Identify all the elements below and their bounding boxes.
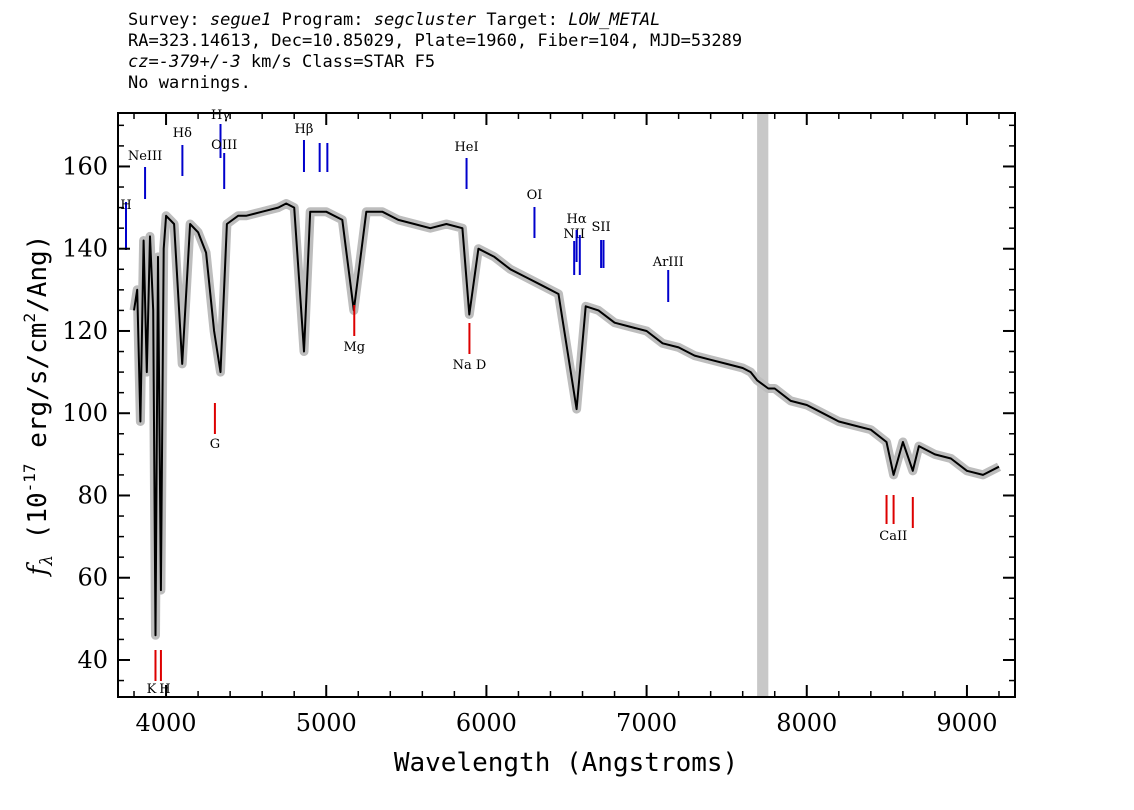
y-axis-title: fλ (10-17 erg/s/cm2/Ang): [20, 235, 57, 578]
spectrum-line: [133, 202, 1000, 637]
x-tick-label: 9000: [936, 709, 997, 737]
error-band: [129, 199, 1002, 640]
line-label-h: H: [159, 682, 170, 697]
y-tick-label: 100: [62, 399, 108, 427]
line-label-oi: OI: [527, 188, 543, 203]
cz-value: -379+/-3: [158, 52, 241, 72]
line-label-oiii: OIII: [211, 138, 237, 153]
x-tick-label: 4000: [136, 709, 197, 737]
target-value: LOW_METAL: [568, 10, 661, 30]
line-label-na-d: Na D: [453, 358, 487, 373]
header-line-3: cz=-379+/-3 km/s Class=STAR F5: [128, 52, 742, 73]
line-label-nii: NII: [563, 227, 585, 242]
header-line-4: No warnings.: [128, 73, 251, 93]
y-tick-label: 40: [77, 646, 108, 674]
line-label-mg: Mg: [343, 340, 365, 355]
program-label: Program:: [281, 10, 364, 30]
line-label-hei: HeI: [454, 140, 478, 155]
survey-label: Survey:: [128, 10, 200, 30]
line-label-g: G: [210, 437, 220, 452]
y-tick-label: 140: [62, 235, 108, 263]
target-label: Target:: [486, 10, 558, 30]
line-label-h: H: [120, 198, 131, 213]
header-line-1: Survey: segue1 Program: segcluster Targe…: [128, 10, 742, 31]
x-tick-label: 8000: [776, 709, 837, 737]
x-axis-title: Wavelength (Angstroms): [394, 748, 738, 778]
line-label-hα: Hα: [567, 212, 587, 227]
y-tick-label: 160: [62, 152, 108, 180]
header-line-2: RA=323.14613, Dec=10.85029, Plate=1960, …: [128, 31, 743, 51]
line-label-sii: SII: [592, 220, 611, 235]
plot-frame: [117, 112, 1016, 698]
x-tick-label: 7000: [616, 709, 677, 737]
line-label-neiii: NeIII: [128, 149, 162, 164]
survey-value: segue1: [209, 10, 272, 30]
x-tick-label: 6000: [456, 709, 517, 737]
y-tick-label: 60: [77, 564, 108, 592]
line-label-k: K: [147, 682, 157, 697]
class-text: km/s Class=STAR F5: [240, 52, 436, 72]
line-label-ariii: ArIII: [652, 255, 684, 270]
program-value: segcluster: [373, 10, 477, 30]
line-label-hβ: Hβ: [295, 122, 314, 137]
spectrum-header: Survey: segue1 Program: segcluster Targe…: [128, 10, 742, 94]
line-label-hγ: Hγ: [211, 108, 230, 123]
line-label-hδ: Hδ: [173, 126, 192, 141]
cz-label: cz=: [128, 52, 159, 72]
x-tick-label: 5000: [296, 709, 357, 737]
y-tick-label: 80: [77, 481, 108, 509]
masked-band: [757, 113, 769, 697]
line-label-caii: CaII: [879, 529, 907, 544]
y-tick-label: 120: [62, 317, 108, 345]
